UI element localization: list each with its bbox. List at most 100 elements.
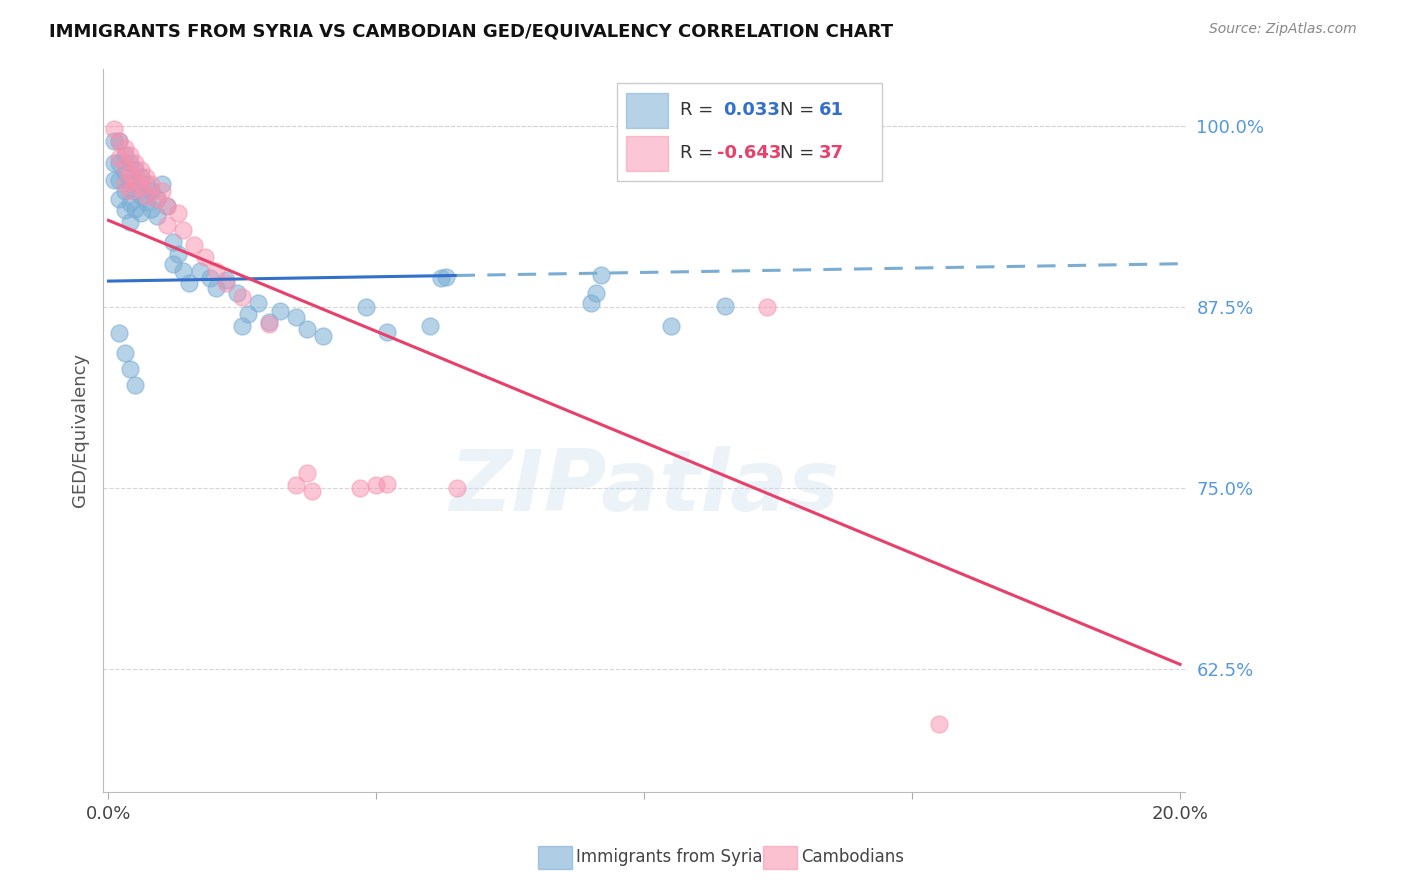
Point (194, 250, 217, 264)
Point (124, 162, 146, 177)
Point (183, 238, 205, 252)
Point (114, 178, 136, 192)
Point (156, 199, 179, 213)
Point (103, 122, 125, 136)
Point (114, 346, 136, 360)
Point (156, 199, 179, 213)
Point (713, 299, 735, 313)
Point (188, 264, 211, 278)
Point (118, 362, 141, 376)
Point (108, 155, 131, 169)
Point (150, 185, 173, 199)
Point (446, 481, 468, 495)
Point (226, 285, 249, 300)
Point (114, 148, 136, 162)
Point (129, 180, 152, 194)
Point (375, 325, 398, 339)
Point (135, 178, 157, 192)
Point (135, 188, 157, 202)
Text: R =: R = (681, 144, 713, 161)
Point (114, 203, 136, 218)
Text: Immigrants from Syria: Immigrants from Syria (576, 848, 763, 866)
Point (129, 169, 152, 184)
Point (200, 271, 222, 285)
Point (156, 218, 179, 232)
Point (366, 478, 388, 492)
Point (124, 378, 146, 392)
Point (257, 318, 280, 332)
Point (114, 141, 136, 155)
Point (141, 178, 163, 192)
Text: 0.033: 0.033 (723, 101, 780, 119)
Text: Source: ZipAtlas.com: Source: ZipAtlas.com (1209, 22, 1357, 37)
Point (145, 209, 167, 223)
FancyBboxPatch shape (626, 93, 668, 128)
Point (375, 476, 398, 491)
Point (295, 322, 318, 336)
Point (204, 264, 226, 278)
Point (150, 178, 173, 192)
Point (145, 192, 167, 206)
Point (204, 281, 226, 295)
Text: -0.643: -0.643 (717, 144, 782, 161)
Point (257, 315, 280, 329)
Point (247, 295, 270, 310)
Point (141, 185, 163, 199)
Point (354, 300, 377, 314)
FancyBboxPatch shape (617, 83, 883, 180)
Point (173, 264, 195, 278)
Point (285, 478, 308, 492)
Point (118, 185, 141, 199)
Point (108, 173, 131, 187)
Point (349, 481, 371, 495)
Point (579, 295, 602, 310)
Point (118, 215, 141, 229)
Point (124, 155, 146, 169)
Point (285, 310, 308, 325)
Point (135, 169, 157, 184)
Text: Cambodians: Cambodians (801, 848, 904, 866)
Point (419, 318, 441, 333)
Text: N =: N = (779, 144, 814, 161)
Point (928, 716, 950, 731)
Point (103, 173, 125, 187)
Point (108, 326, 131, 341)
Point (118, 155, 141, 169)
Point (129, 206, 152, 220)
Point (236, 307, 259, 321)
Point (167, 206, 190, 220)
Point (108, 151, 131, 165)
Point (103, 134, 125, 148)
Point (429, 271, 451, 285)
Point (145, 192, 167, 206)
Point (434, 269, 457, 284)
Point (135, 194, 157, 209)
Text: ZIPatlas: ZIPatlas (449, 446, 839, 529)
Y-axis label: GED/Equivalency: GED/Equivalency (72, 353, 89, 508)
Point (108, 134, 131, 148)
Point (141, 202, 163, 216)
Point (167, 246, 190, 260)
Point (114, 160, 136, 174)
Point (118, 178, 141, 192)
Text: 61: 61 (818, 101, 844, 119)
Point (129, 188, 152, 202)
Point (215, 273, 238, 287)
Text: R =: R = (681, 101, 713, 119)
Point (585, 285, 607, 300)
Point (108, 134, 131, 148)
Point (124, 174, 146, 188)
Point (118, 148, 141, 162)
Point (162, 235, 184, 249)
Point (118, 196, 141, 211)
FancyBboxPatch shape (626, 136, 668, 170)
Point (114, 166, 136, 180)
Point (659, 318, 682, 333)
Point (124, 202, 146, 216)
Point (124, 185, 146, 199)
Point (591, 268, 613, 283)
Point (129, 162, 152, 177)
Point (295, 467, 318, 481)
Point (231, 318, 253, 333)
Point (312, 329, 335, 343)
